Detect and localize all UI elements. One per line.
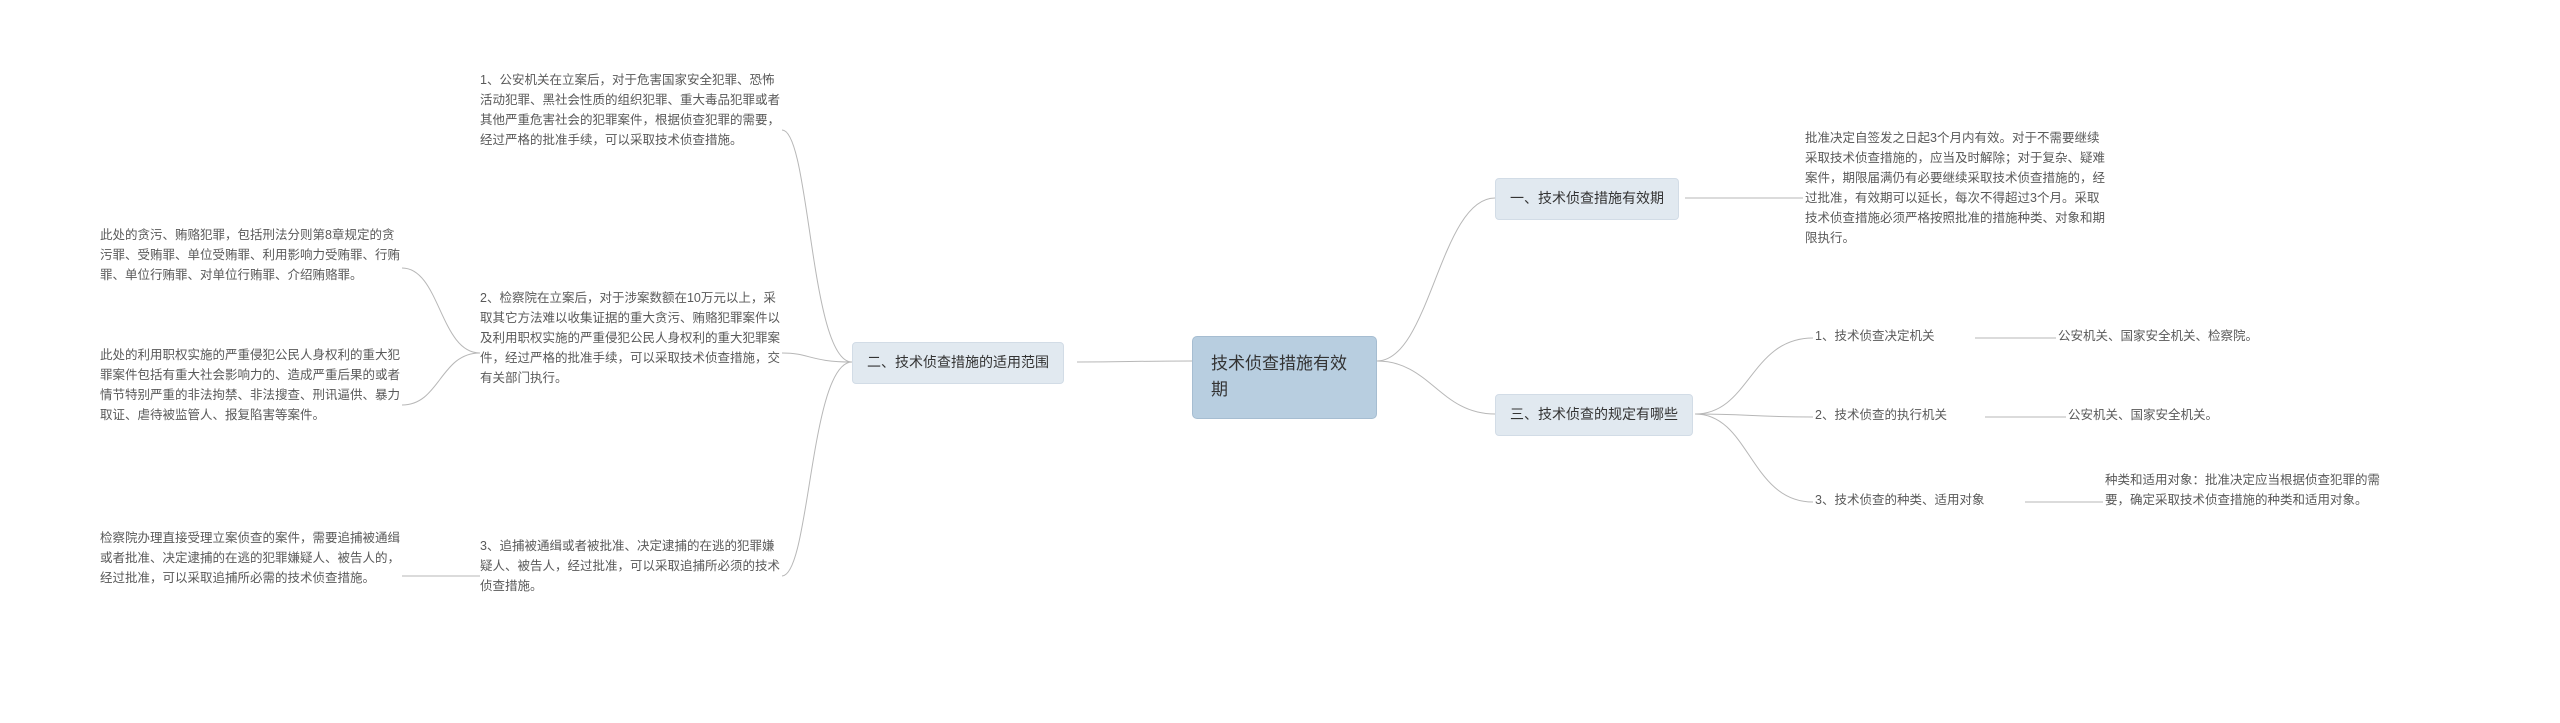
branch-3-leaf-1-detail: 公安机关、国家安全机关、检察院。 <box>2058 326 2308 346</box>
branch-3-leaf-3-detail: 种类和适用对象：批准决定应当根据侦查犯罪的需要，确定采取技术侦查措施的种类和适用… <box>2105 470 2395 510</box>
root-node[interactable]: 技术侦查措施有效期 <box>1192 336 1377 419</box>
branch-2-leaf-1: 1、公安机关在立案后，对于危害国家安全犯罪、恐怖活动犯罪、黑社会性质的组织犯罪、… <box>480 70 780 150</box>
branch-1[interactable]: 一、技术侦查措施有效期 <box>1495 178 1679 220</box>
branch-1-detail: 批准决定自签发之日起3个月内有效。对于不需要继续采取技术侦查措施的，应当及时解除… <box>1805 128 2105 248</box>
branch-2-leaf-3: 3、追捕被通缉或者被批准、决定逮捕的在逃的犯罪嫌疑人、被告人，经过批准，可以采取… <box>480 536 780 596</box>
branch-3[interactable]: 三、技术侦查的规定有哪些 <box>1495 394 1693 436</box>
branch-2-leaf-2-detail-2: 此处的利用职权实施的严重侵犯公民人身权利的重大犯罪案件包括有重大社会影响力的、造… <box>100 345 400 425</box>
branch-2-leaf-3-detail-1: 检察院办理直接受理立案侦查的案件，需要追捕被通缉或者批准、决定逮捕的在逃的犯罪嫌… <box>100 528 400 588</box>
branch-3-leaf-1: 1、技术侦查决定机关 <box>1815 326 1934 346</box>
branch-3-leaf-2-detail: 公安机关、国家安全机关。 <box>2068 405 2288 425</box>
branch-3-leaf-2: 2、技术侦查的执行机关 <box>1815 405 1947 425</box>
branch-2-leaf-2-detail-1: 此处的贪污、贿赂犯罪，包括刑法分则第8章规定的贪污罪、受贿罪、单位受贿罪、利用影… <box>100 225 400 285</box>
branch-2-leaf-2: 2、检察院在立案后，对于涉案数额在10万元以上，采取其它方法难以收集证据的重大贪… <box>480 288 780 388</box>
branch-2[interactable]: 二、技术侦查措施的适用范围 <box>852 342 1064 384</box>
branch-3-leaf-3: 3、技术侦查的种类、适用对象 <box>1815 490 1984 510</box>
